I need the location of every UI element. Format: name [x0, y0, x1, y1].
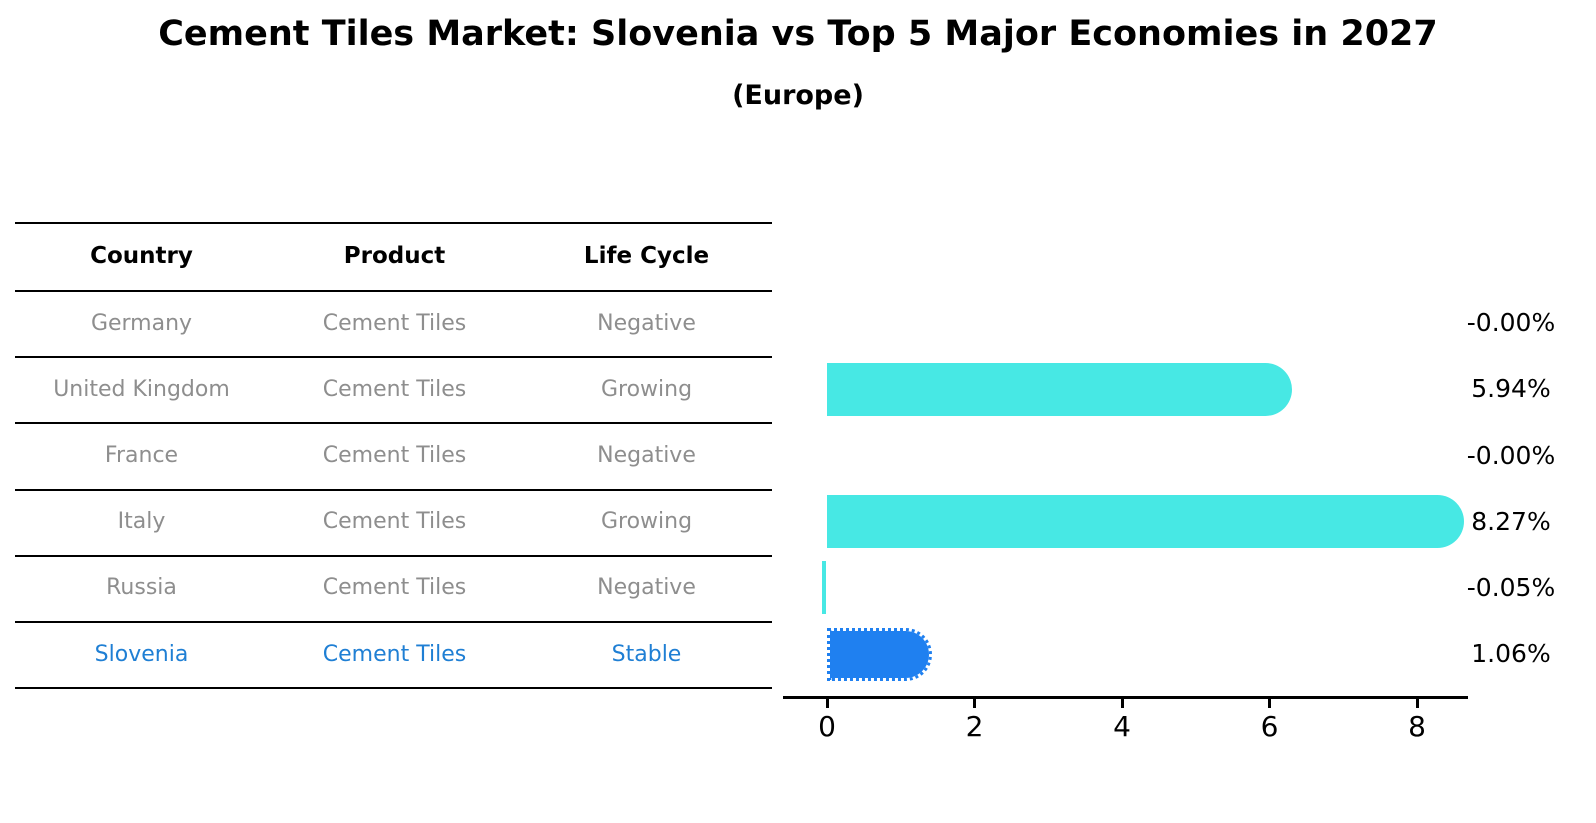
- cell-product: Cement Tiles: [322, 376, 467, 402]
- table-row-united-kingdom: United Kingdom Cement Tiles Growing: [15, 356, 772, 422]
- x-tick-label: 2: [965, 710, 984, 743]
- value-label-france: -0.00%: [1466, 440, 1556, 470]
- value-label-russia: -0.05%: [1466, 572, 1556, 602]
- cell-product: Cement Tiles: [322, 509, 467, 535]
- cell-country: Russia: [106, 575, 177, 601]
- table-line: [15, 554, 772, 557]
- chart-title: Cement Tiles Market: Slovenia vs Top 5 M…: [158, 14, 1438, 54]
- col-header-product: Product: [343, 243, 446, 269]
- table-row-germany: Germany Cement Tiles Negative: [15, 290, 772, 356]
- x-tick-mark: [973, 699, 976, 708]
- cell-product: Cement Tiles: [322, 310, 467, 336]
- cell-life-cycle: Stable: [611, 641, 682, 667]
- table-line: [15, 222, 772, 224]
- value-label-slovenia: 1.06%: [1471, 639, 1551, 669]
- chart-subtitle: (Europe): [732, 80, 864, 111]
- cell-life-cycle: Growing: [600, 376, 693, 402]
- table-header-row: Country Product Life Cycle: [15, 222, 772, 290]
- value-label-germany: -0.00%: [1466, 308, 1556, 338]
- cell-country: France: [104, 442, 179, 468]
- table-row-russia: Russia Cement Tiles Negative: [15, 555, 772, 621]
- cell-life-cycle: Negative: [597, 310, 696, 336]
- cell-country: United Kingdom: [53, 376, 230, 402]
- table-row-italy: Italy Cement Tiles Growing: [15, 489, 772, 555]
- table-line: [15, 488, 772, 491]
- table-line: [15, 621, 772, 623]
- value-label-united-kingdom: 5.94%: [1471, 374, 1551, 404]
- x-tick-label: 8: [1408, 710, 1426, 743]
- x-tick-label: 6: [1260, 710, 1279, 743]
- cell-product: Cement Tiles: [322, 575, 467, 601]
- cell-country: Italy: [117, 509, 166, 535]
- bar-italy: [827, 495, 1464, 549]
- col-header-life-cycle: Life Cycle: [583, 243, 710, 269]
- value-label-italy: 8.27%: [1471, 506, 1551, 536]
- table-line: [15, 687, 772, 690]
- table-line: [15, 422, 772, 425]
- table-row-slovenia: Slovenia Cement Tiles Stable: [15, 621, 772, 687]
- cell-life-cycle: Negative: [597, 575, 696, 601]
- table-line: [15, 290, 772, 292]
- cell-life-cycle: Negative: [597, 442, 696, 468]
- x-tick-mark: [825, 699, 829, 708]
- x-tick-mark: [1268, 699, 1271, 708]
- x-tick-mark: [1120, 699, 1124, 708]
- cell-life-cycle: Growing: [600, 509, 693, 535]
- col-header-country: Country: [90, 243, 193, 269]
- table-line: [15, 356, 772, 359]
- x-tick-label: 0: [818, 710, 836, 743]
- cell-country: Slovenia: [94, 641, 189, 667]
- cell-product: Cement Tiles: [322, 641, 467, 667]
- x-axis-line: [783, 696, 1468, 699]
- bar-slovenia: [827, 627, 933, 681]
- cell-country: Germany: [90, 310, 193, 336]
- bar-russia: [822, 561, 827, 615]
- table-row-france: France Cement Tiles Negative: [15, 422, 772, 488]
- bar-united-kingdom: [827, 362, 1293, 416]
- cell-product: Cement Tiles: [322, 442, 467, 468]
- x-tick-label: 4: [1113, 710, 1131, 743]
- x-tick-mark: [1415, 699, 1419, 708]
